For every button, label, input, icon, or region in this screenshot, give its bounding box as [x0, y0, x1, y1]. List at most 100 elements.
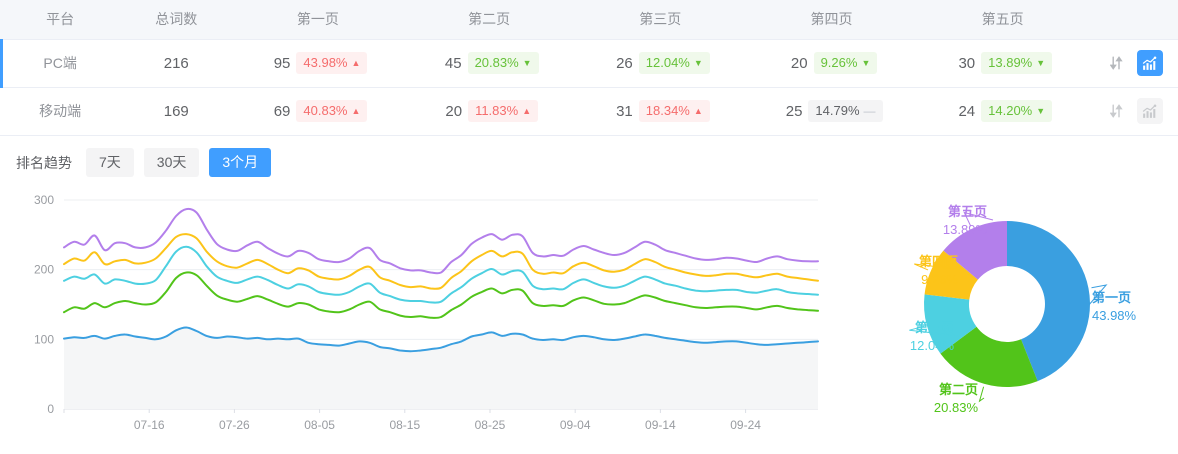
label-leader-line	[914, 263, 965, 270]
donut-label-value: 43.98%	[1092, 308, 1137, 323]
donut-label-value: 9.26%	[921, 272, 958, 287]
table-body: PC端 216 95 43.98% ▲ 45 20.83% ▼ 26 12.04% ▼ 20 9.26%…	[0, 38, 1178, 136]
platform-label: 移动端	[39, 103, 82, 119]
range-button-3m[interactable]: 3个月	[209, 148, 272, 177]
cell-actions	[1088, 39, 1178, 88]
percent-value: 20.83%	[474, 55, 519, 71]
total-keywords-value: 216	[163, 54, 189, 72]
sort-icon	[1110, 104, 1123, 118]
column-header-page-5: 第五页	[917, 0, 1089, 40]
sort-icon	[1110, 56, 1123, 70]
donut-label-name: 第二页	[939, 382, 978, 397]
cell-page-3: 26 12.04% ▼	[574, 39, 746, 88]
donut-label-name: 第五页	[948, 204, 987, 219]
donut-slice[interactable]	[940, 326, 1038, 387]
view-chart-button[interactable]	[1136, 98, 1163, 124]
cell-total-keywords: 169	[120, 87, 233, 136]
total-keywords-value: 169	[163, 102, 189, 120]
donut-slice[interactable]	[943, 220, 1007, 280]
percent-badge: 12.04% ▼	[638, 52, 710, 74]
percent-badge: 43.98% ▲	[296, 52, 368, 74]
page-distribution-donut-chart[interactable]: 第一页 43.98% 第二页 20.83% 第三页 12.04% 第四页 9.26% 第五页 13…	[840, 184, 1178, 454]
series-line	[63, 207, 819, 274]
cell-page-1: 95 43.98% ▲	[232, 39, 404, 88]
percent-badge: 9.26% ▼	[813, 52, 878, 74]
donut-slice[interactable]	[924, 293, 977, 354]
column-header-page-2: 第二页	[403, 0, 575, 40]
area-fill	[64, 326, 818, 409]
trend-arrow-icon: —	[863, 104, 876, 118]
trend-toolbar: 排名趋势 7天 30天 3个月	[0, 136, 1178, 184]
trend-arrow-icon: ▲	[351, 105, 361, 116]
donut-label-name: 第四页	[919, 254, 958, 269]
column-header-total: 总词数	[120, 0, 233, 40]
column-header-actions	[1088, 0, 1178, 40]
cell-page-4: 25 14.79% —	[745, 87, 918, 136]
percent-value: 18.34%	[645, 103, 690, 119]
x-axis-tick-label: 09-14	[645, 418, 676, 432]
label-leader-line	[909, 325, 961, 336]
page-count-value: 26	[616, 54, 633, 72]
table-row[interactable]: PC端 216 95 43.98% ▲ 45 20.83% ▼ 26 12.04% ▼ 20 9.26%…	[0, 38, 1178, 88]
y-axis-tick-label: 100	[34, 332, 54, 346]
cell-platform: 移动端	[0, 87, 121, 136]
percent-value: 13.89%	[988, 55, 1033, 71]
donut-label-value: 12.04%	[910, 338, 955, 353]
table-header: 平台 总词数 第一页 第二页 第三页 第四页 第五页	[0, 0, 1178, 40]
platform-rank-table: 平台 总词数 第一页 第二页 第三页 第四页 第五页 PC端 216 95 43.98…	[0, 0, 1178, 136]
page-count-value: 95	[273, 54, 291, 72]
cell-page-5: 24 14.20% ▼	[917, 87, 1089, 136]
column-header-page-1: 第一页	[232, 0, 404, 40]
percent-value: 43.98%	[303, 55, 348, 71]
percent-value: 14.20%	[988, 103, 1033, 119]
charts-area: 0 100 200 300 07-16 07-26 08-05 08-15 08-25 09-04…	[0, 184, 1178, 454]
view-chart-button[interactable]	[1136, 50, 1163, 76]
range-button-30d[interactable]: 30天	[143, 148, 200, 177]
sort-button[interactable]	[1104, 98, 1130, 124]
donut-slice[interactable]	[924, 250, 978, 300]
column-header-page-4: 第四页	[745, 0, 918, 40]
cell-page-1: 69 40.83% ▲	[232, 87, 404, 136]
cell-page-3: 31 18.34% ▲	[574, 87, 746, 136]
column-header-page-3: 第三页	[574, 0, 746, 40]
page-count-value: 20	[790, 54, 808, 72]
percent-badge: 18.34% ▲	[638, 100, 710, 122]
page-count-value: 20	[445, 102, 463, 120]
page-count-value: 25	[785, 102, 803, 120]
page-count-value: 45	[444, 54, 462, 72]
percent-value: 14.79%	[815, 103, 860, 119]
label-leader-line	[1087, 283, 1108, 306]
percent-badge: 20.83% ▼	[467, 52, 539, 74]
trend-arrow-icon: ▲	[522, 105, 532, 116]
trend-arrow-icon: ▼	[1036, 57, 1046, 68]
percent-value: 9.26%	[820, 55, 858, 71]
trend-arrow-icon: ▼	[1036, 105, 1046, 116]
cell-page-4: 20 9.26% ▼	[745, 39, 918, 88]
x-axis-tick-label: 08-25	[475, 418, 506, 432]
chart-icon	[1143, 56, 1157, 70]
donut-label-name: 第三页	[915, 320, 954, 335]
sort-button[interactable]	[1104, 50, 1130, 76]
trend-title: 排名趋势	[16, 154, 72, 171]
x-axis-tick-label: 08-15	[389, 418, 420, 432]
percent-value: 40.83%	[303, 103, 348, 119]
donut-label-name: 第一页	[1092, 290, 1131, 305]
y-axis-tick-label: 300	[34, 193, 54, 207]
x-axis-tick-label: 07-16	[134, 418, 165, 432]
series-line	[63, 245, 819, 304]
donut-label-value: 13.89%	[943, 222, 988, 237]
percent-badge: 13.89% ▼	[981, 52, 1053, 74]
page-count-value: 31	[616, 102, 633, 120]
cell-platform: PC端	[0, 38, 121, 88]
percent-value: 12.04%	[645, 55, 690, 71]
donut-label-value: 20.83%	[934, 400, 979, 415]
range-button-7d[interactable]: 7天	[86, 148, 134, 177]
label-leader-line	[978, 386, 985, 402]
rank-trend-line-chart[interactable]: 0 100 200 300 07-16 07-26 08-05 08-15 08-25 09-04…	[0, 184, 840, 454]
percent-badge: 14.79% —	[808, 100, 883, 122]
table-row[interactable]: 移动端 169 69 40.83% ▲ 20 11.83% ▲ 31 18.34% ▲ 25 14.79…	[0, 87, 1178, 136]
donut-slice[interactable]	[1007, 220, 1090, 381]
y-axis-tick-label: 0	[47, 402, 54, 416]
series-line	[63, 232, 819, 290]
